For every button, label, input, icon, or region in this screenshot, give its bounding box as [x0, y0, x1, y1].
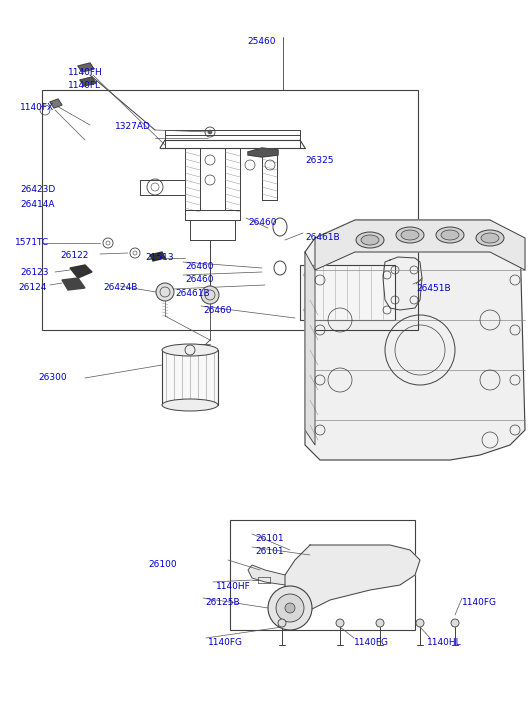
Circle shape — [285, 603, 295, 613]
Text: 26460: 26460 — [203, 306, 231, 315]
Text: 26300: 26300 — [38, 373, 66, 382]
Text: 25460: 25460 — [247, 37, 276, 46]
Text: 26451B: 26451B — [416, 284, 451, 293]
Bar — [230, 520, 415, 630]
Circle shape — [268, 586, 312, 630]
Ellipse shape — [162, 344, 218, 356]
Ellipse shape — [476, 230, 504, 246]
Text: 26100: 26100 — [148, 560, 177, 569]
Ellipse shape — [361, 235, 379, 245]
Text: 26460: 26460 — [185, 275, 213, 284]
Polygon shape — [305, 252, 315, 445]
Text: 26424B: 26424B — [103, 283, 137, 292]
Ellipse shape — [162, 399, 218, 411]
Text: 1140FL: 1140FL — [68, 81, 101, 90]
Polygon shape — [150, 252, 165, 261]
Text: 26460: 26460 — [248, 218, 277, 227]
Polygon shape — [315, 220, 525, 270]
Text: 26325: 26325 — [305, 156, 334, 165]
Text: 1140FX: 1140FX — [20, 103, 54, 112]
Text: 1140HF: 1140HF — [216, 582, 251, 591]
Polygon shape — [248, 148, 278, 157]
Polygon shape — [383, 257, 422, 310]
Ellipse shape — [396, 227, 424, 243]
Bar — [162, 350, 218, 405]
Text: 26414A: 26414A — [20, 200, 54, 209]
Circle shape — [416, 619, 424, 627]
Text: 26460: 26460 — [185, 262, 213, 271]
Ellipse shape — [481, 233, 499, 243]
Text: 26122: 26122 — [60, 251, 88, 260]
Circle shape — [376, 619, 384, 627]
Ellipse shape — [356, 232, 384, 248]
Polygon shape — [70, 265, 92, 278]
Bar — [42, 90, 418, 330]
Bar — [300, 265, 395, 320]
Text: 21513: 21513 — [145, 253, 173, 262]
Text: 1140FG: 1140FG — [354, 638, 389, 647]
Circle shape — [336, 619, 344, 627]
Text: 1140FH: 1140FH — [68, 68, 103, 77]
Text: 1140FG: 1140FG — [462, 598, 497, 607]
Text: 26123: 26123 — [20, 268, 48, 277]
Text: 26124: 26124 — [18, 283, 46, 292]
Text: 1140HL: 1140HL — [427, 638, 462, 647]
Text: 26101: 26101 — [255, 534, 284, 543]
Circle shape — [201, 286, 219, 304]
Polygon shape — [248, 565, 285, 585]
Polygon shape — [62, 278, 85, 290]
Ellipse shape — [441, 230, 459, 240]
Polygon shape — [78, 63, 94, 72]
Polygon shape — [305, 220, 525, 460]
Text: 26101: 26101 — [255, 547, 284, 556]
Text: 26461B: 26461B — [175, 289, 210, 298]
Circle shape — [276, 594, 304, 622]
Text: 26461B: 26461B — [305, 233, 339, 242]
Ellipse shape — [436, 227, 464, 243]
Text: 1327AD: 1327AD — [115, 122, 151, 131]
Circle shape — [451, 619, 459, 627]
Circle shape — [156, 283, 174, 301]
Text: 26125B: 26125B — [205, 598, 239, 607]
Polygon shape — [285, 545, 420, 610]
Polygon shape — [80, 77, 96, 86]
Ellipse shape — [401, 230, 419, 240]
Circle shape — [278, 619, 286, 627]
Circle shape — [208, 130, 212, 134]
Text: 1571TC: 1571TC — [15, 238, 49, 247]
Polygon shape — [50, 99, 62, 108]
Text: 26423D: 26423D — [20, 185, 55, 194]
Text: 1140FG: 1140FG — [208, 638, 243, 647]
